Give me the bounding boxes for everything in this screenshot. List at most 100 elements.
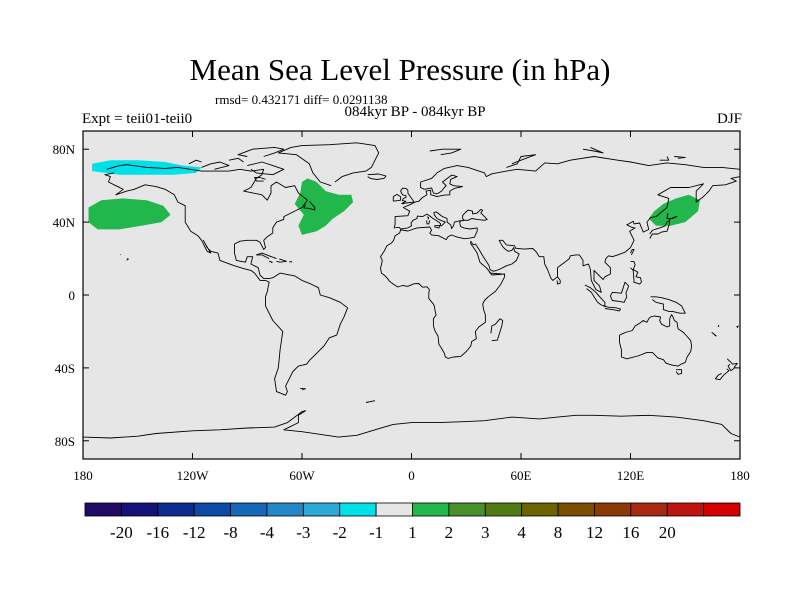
coastline [303, 200, 316, 211]
coastline [277, 142, 380, 187]
colorbar-label: -12 [183, 523, 206, 542]
coastline [367, 173, 387, 180]
coastline [289, 261, 293, 263]
coastline [247, 161, 285, 176]
coastline [726, 358, 738, 372]
colorbar-label: 3 [481, 523, 490, 542]
coastline [276, 258, 287, 263]
lon-tick-label: 120W [177, 468, 210, 483]
coastline-layer [83, 142, 740, 439]
lon-tick-label: 120E [617, 468, 645, 483]
colorbar-swatch [666, 502, 705, 517]
lat-tick-label: 0 [69, 288, 76, 303]
northwest-pacific-green-region [648, 194, 700, 226]
coastline [659, 156, 670, 161]
colorbar-swatch [630, 502, 668, 517]
lon-tick-label: 60W [289, 468, 315, 483]
map-background [83, 131, 740, 459]
colorbar-swatch [266, 502, 304, 517]
colorbar-label: -8 [223, 523, 237, 542]
colorbar-swatch [448, 502, 486, 517]
coastline [609, 281, 630, 303]
axis-ticks: 180 120W 60W 0 60E 120E 180 80N 40N 0 40S 80S [53, 131, 750, 483]
lat-tick-label: 40N [53, 215, 76, 230]
coastline [228, 157, 244, 163]
colorbar-label: -20 [110, 523, 133, 542]
coastline [490, 318, 504, 342]
lon-tick-label: 180 [730, 468, 750, 483]
coastline [736, 325, 739, 329]
north-atlantic-green-region [294, 178, 354, 235]
colorbar-label: -1 [369, 523, 383, 542]
colorbar: -20 -16 -12 -8 -4 -3 -2 -1 1 2 3 4 8 12 16 20 [84, 502, 741, 542]
coastline [400, 187, 415, 205]
colorbar-swatch [157, 502, 195, 517]
colorbar-swatch [521, 502, 559, 517]
coastline [380, 176, 740, 359]
coastline [254, 177, 266, 182]
coastline [104, 164, 349, 396]
coastline [630, 260, 642, 285]
lat-tick-label: 80N [53, 142, 76, 157]
experiment-label: Expt = teii01-teii0 [82, 111, 193, 127]
coastline [675, 369, 683, 375]
colorbar-label: -16 [146, 523, 169, 542]
colorbar-label: 16 [622, 523, 639, 542]
coastline [188, 159, 202, 165]
map-title: Mean Sea Level Pressure (in hPa) [189, 52, 611, 87]
coastline [393, 156, 740, 229]
lon-tick-label: 0 [408, 468, 415, 483]
coastline [426, 216, 430, 220]
coastline [649, 219, 671, 239]
colorbar-label: 1 [408, 523, 417, 542]
coastline [268, 260, 273, 264]
coastline [429, 148, 462, 156]
colorbar-label: -3 [296, 523, 310, 542]
colorbar-swatch [193, 502, 231, 517]
coastline [582, 146, 604, 154]
coastline [434, 224, 441, 229]
coastline [365, 400, 376, 403]
coastline [300, 387, 307, 391]
coastline [426, 220, 431, 225]
north-pacific-green-region [88, 198, 171, 230]
period-label: 084kyr BP - 084kyr BP [344, 104, 486, 120]
coastline [619, 314, 693, 367]
stats-line: rmsd= 0.432171 diff= 0.0291138 [215, 92, 388, 107]
colorbar-label: 20 [659, 523, 676, 542]
lon-tick-label: 60E [511, 468, 532, 483]
coastline [201, 161, 230, 170]
coastline [630, 248, 635, 256]
coastline [717, 324, 720, 328]
coastline [674, 156, 686, 159]
colorbar-swatch [375, 502, 413, 517]
colorbar-swatch [84, 502, 122, 517]
coastline [237, 146, 285, 157]
lon-tick-label: 180 [73, 468, 93, 483]
coastline [711, 332, 717, 337]
coastline [255, 252, 277, 260]
colorbar-label: 4 [517, 523, 526, 542]
coastline [602, 305, 621, 312]
colorbar-label: 12 [586, 523, 603, 542]
coastline [506, 154, 537, 168]
coastline [556, 276, 561, 285]
colorbar-swatch [703, 502, 741, 517]
colorbar-swatch [302, 502, 341, 517]
colorbar-swatch [120, 502, 159, 517]
colorbar-label: 2 [445, 523, 454, 542]
colorbar-swatch [557, 502, 595, 517]
colorbar-swatch [230, 502, 268, 517]
colorbar-swatch [484, 502, 523, 517]
colorbar-swatch [594, 502, 632, 517]
coastline [666, 212, 678, 220]
season-label: DJF [716, 111, 742, 127]
coastline [488, 271, 502, 275]
lat-tick-label: 80S [55, 434, 75, 449]
coastline [392, 193, 402, 202]
colorbar-swatch [412, 502, 450, 517]
coastline [650, 296, 686, 314]
coastline [126, 258, 129, 261]
lat-tick-label: 40S [55, 361, 75, 376]
